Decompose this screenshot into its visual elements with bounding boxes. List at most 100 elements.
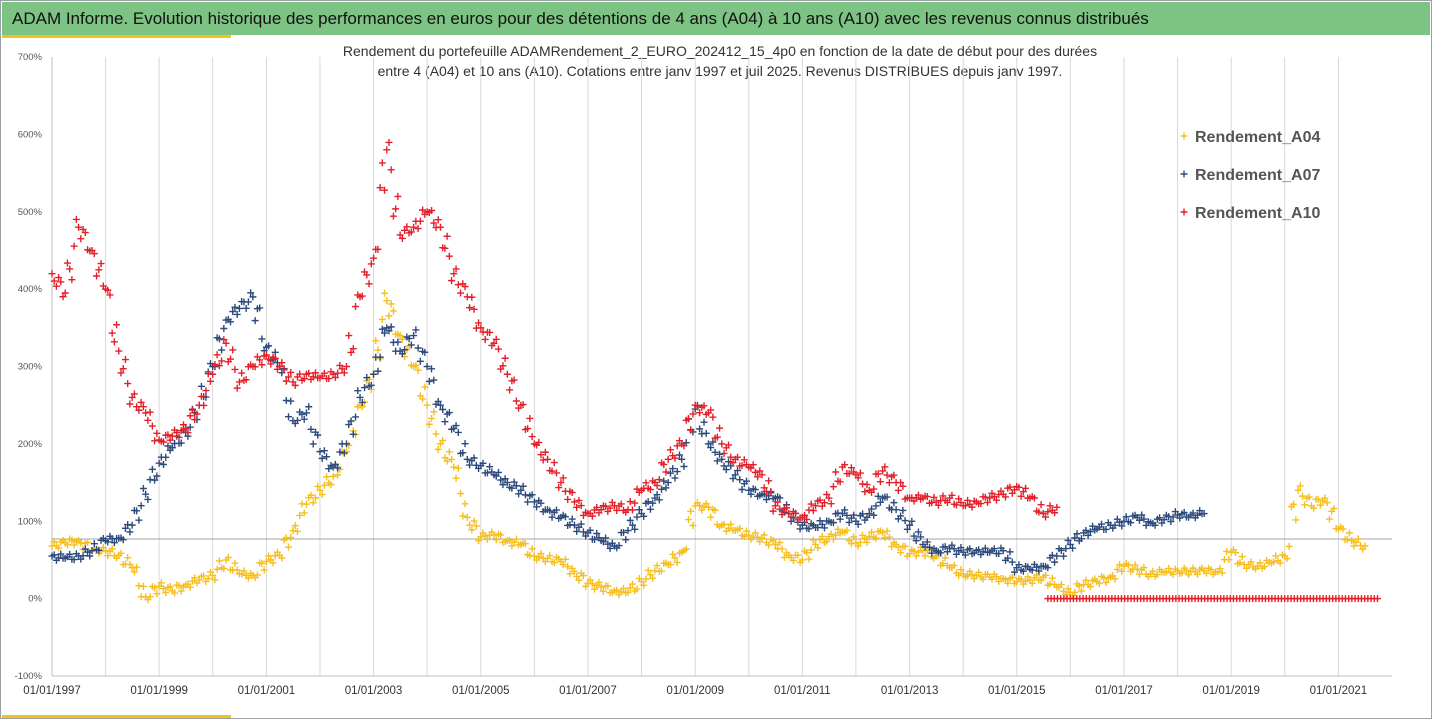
data-point-interp bbox=[93, 272, 101, 280]
data-point-interp bbox=[501, 475, 509, 483]
data-point-interp bbox=[883, 527, 891, 535]
data-point-interp bbox=[1156, 514, 1164, 522]
data-point-interp bbox=[870, 485, 878, 493]
data-point-interp bbox=[734, 453, 742, 461]
data-point-interp bbox=[99, 534, 107, 542]
data-point bbox=[61, 289, 69, 297]
data-point bbox=[986, 494, 994, 502]
data-point-interp bbox=[666, 469, 674, 477]
data-point-interp bbox=[756, 467, 764, 475]
data-point-interp bbox=[414, 344, 422, 352]
data-point-interp bbox=[767, 487, 775, 495]
data-point-interp bbox=[897, 479, 905, 487]
data-point-interp bbox=[334, 471, 342, 479]
data-point-interp bbox=[834, 509, 842, 517]
data-point-interp bbox=[981, 544, 989, 552]
data-point-interp bbox=[1033, 563, 1041, 571]
data-point-interp bbox=[1022, 577, 1030, 585]
data-point-interp bbox=[1035, 567, 1043, 575]
data-point-interp bbox=[104, 552, 112, 560]
data-point-interp bbox=[300, 415, 308, 423]
data-point-interp bbox=[796, 558, 804, 566]
data-point-interp bbox=[197, 382, 205, 390]
data-point bbox=[155, 459, 163, 467]
data-point-interp bbox=[285, 373, 293, 381]
data-point-interp bbox=[1131, 511, 1139, 519]
data-point-interp bbox=[1290, 500, 1298, 508]
data-point-interp bbox=[1077, 587, 1085, 595]
data-point-interp bbox=[387, 166, 395, 174]
data-point-interp bbox=[832, 468, 840, 476]
data-point-interp bbox=[575, 576, 583, 584]
data-point-interp bbox=[711, 506, 719, 514]
data-point-interp bbox=[955, 572, 963, 580]
data-point-interp bbox=[428, 365, 436, 373]
data-point-interp bbox=[419, 206, 427, 214]
data-point-interp bbox=[666, 561, 674, 569]
data-point-interp bbox=[430, 408, 438, 416]
x-tick-label: 01/01/2001 bbox=[238, 685, 296, 697]
data-point-interp bbox=[1129, 565, 1137, 573]
data-point-interp bbox=[97, 260, 105, 268]
data-point-interp bbox=[177, 439, 185, 447]
data-point-interp bbox=[1316, 501, 1324, 509]
data-point-interp bbox=[1048, 551, 1056, 559]
data-point-interp bbox=[314, 431, 322, 439]
data-point-interp bbox=[267, 360, 275, 368]
data-point-interp bbox=[720, 462, 728, 470]
data-point-interp bbox=[90, 540, 98, 548]
data-point-interp bbox=[662, 559, 670, 567]
data-point bbox=[423, 401, 431, 409]
data-point-interp bbox=[184, 429, 192, 437]
data-point-interp bbox=[309, 499, 317, 507]
data-point-interp bbox=[52, 282, 60, 290]
data-point-interp bbox=[805, 525, 813, 533]
data-point-interp bbox=[1178, 569, 1186, 577]
data-point-interp bbox=[50, 538, 58, 546]
data-point-interp bbox=[1028, 566, 1036, 574]
data-point-interp bbox=[711, 448, 719, 456]
data-point-interp bbox=[162, 589, 170, 597]
data-point-interp bbox=[774, 498, 782, 506]
data-point-interp bbox=[548, 513, 556, 521]
data-point-interp bbox=[1167, 518, 1175, 526]
data-point-interp bbox=[126, 528, 134, 536]
data-point bbox=[168, 432, 176, 440]
data-point-interp bbox=[658, 567, 666, 575]
data-point-interp bbox=[191, 416, 199, 424]
data-point-interp bbox=[233, 384, 241, 392]
data-point-interp bbox=[135, 516, 143, 524]
data-point-interp bbox=[541, 558, 549, 566]
data-point-interp bbox=[218, 357, 226, 365]
data-point bbox=[758, 471, 766, 479]
data-point-interp bbox=[720, 449, 728, 457]
data-point-interp bbox=[910, 547, 918, 555]
data-point-interp bbox=[854, 542, 862, 550]
data-point-interp bbox=[1144, 573, 1152, 581]
data-point-interp bbox=[231, 365, 239, 373]
data-point-interp bbox=[347, 348, 355, 356]
data-point bbox=[463, 455, 471, 463]
data-point-interp bbox=[314, 374, 322, 382]
data-point-interp bbox=[702, 500, 710, 508]
data-point-interp bbox=[300, 375, 308, 383]
data-point bbox=[396, 231, 404, 239]
data-point-interp bbox=[340, 449, 348, 457]
y-tick-label: 300% bbox=[18, 362, 43, 373]
data-point-interp bbox=[338, 440, 346, 448]
data-point-interp bbox=[454, 464, 462, 472]
data-point-interp bbox=[872, 534, 880, 542]
data-point-interp bbox=[644, 566, 652, 574]
data-point-interp bbox=[160, 460, 168, 468]
data-point-interp bbox=[939, 492, 947, 500]
data-point-interp bbox=[515, 490, 523, 498]
data-point-interp bbox=[743, 461, 751, 469]
data-point-interp bbox=[160, 585, 168, 593]
data-point-interp bbox=[472, 522, 480, 530]
data-point-interp bbox=[743, 527, 751, 535]
data-point-interp bbox=[736, 476, 744, 484]
data-point-interp bbox=[888, 506, 896, 514]
data-point-interp bbox=[494, 345, 502, 353]
data-point-interp bbox=[407, 341, 415, 349]
data-point-interp bbox=[385, 312, 393, 320]
